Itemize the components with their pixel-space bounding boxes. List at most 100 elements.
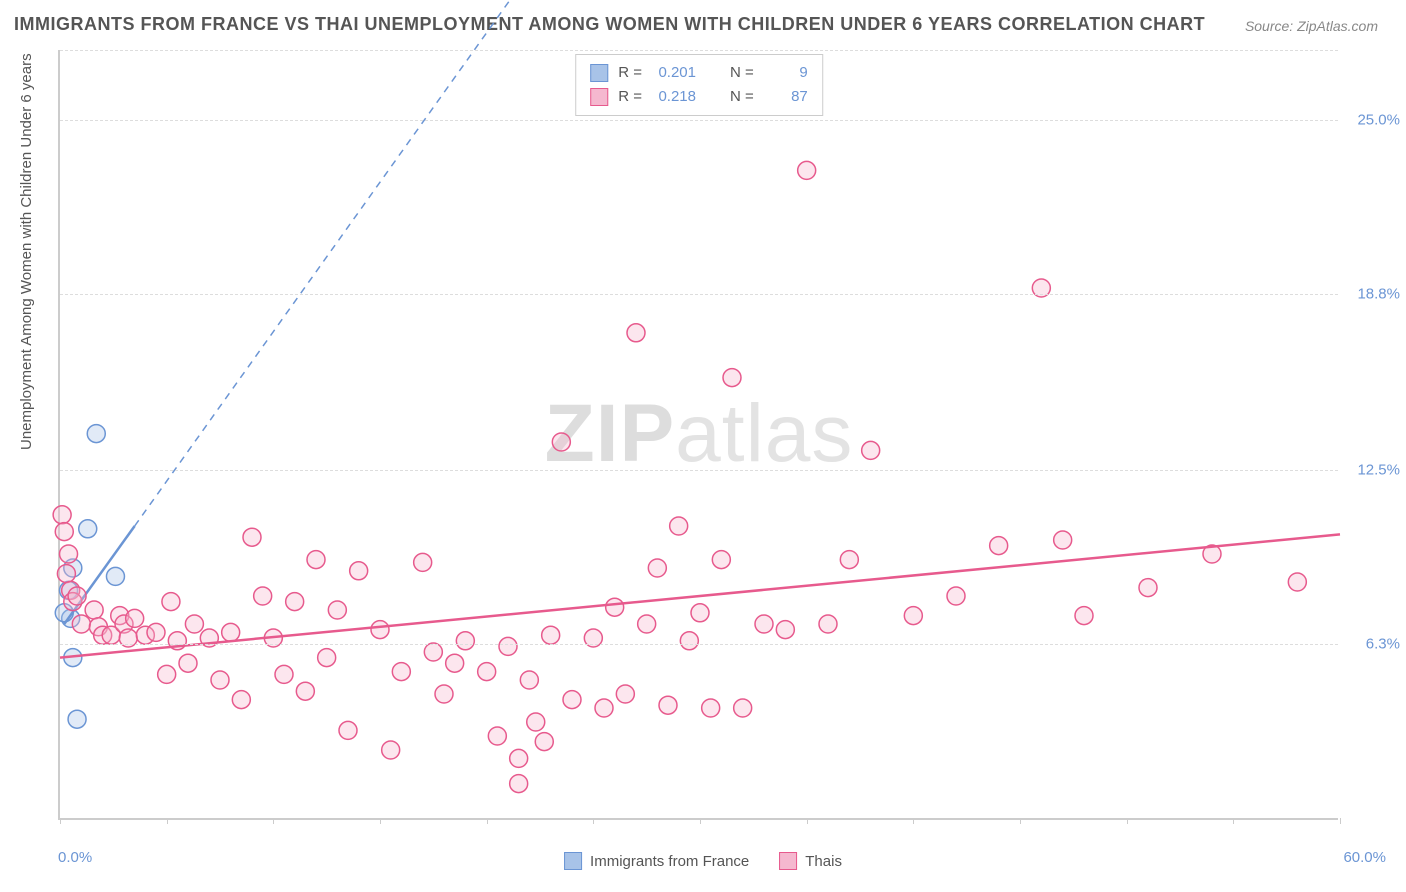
scatter-point xyxy=(424,643,442,661)
scatter-point xyxy=(616,685,634,703)
x-tick xyxy=(913,818,914,824)
scatter-point xyxy=(382,741,400,759)
scatter-point xyxy=(72,615,90,633)
y-tick-label: 12.5% xyxy=(1357,462,1400,479)
scatter-point xyxy=(734,699,752,717)
legend-swatch xyxy=(564,852,582,870)
x-tick xyxy=(1020,818,1021,824)
scatter-point xyxy=(68,710,86,728)
scatter-point xyxy=(158,665,176,683)
x-tick xyxy=(1127,818,1128,824)
gridline-h xyxy=(60,470,1338,471)
scatter-point xyxy=(1054,531,1072,549)
scatter-point xyxy=(862,441,880,459)
plot-svg xyxy=(60,50,1338,818)
scatter-point xyxy=(414,553,432,571)
scatter-point xyxy=(488,727,506,745)
scatter-point xyxy=(535,733,553,751)
scatter-point xyxy=(185,615,203,633)
scatter-point xyxy=(527,713,545,731)
scatter-point xyxy=(520,671,538,689)
scatter-point xyxy=(990,537,1008,555)
gridline-h xyxy=(60,50,1338,51)
scatter-point xyxy=(542,626,560,644)
scatter-point xyxy=(275,665,293,683)
scatter-point xyxy=(712,551,730,569)
scatter-point xyxy=(55,523,73,541)
scatter-point xyxy=(243,528,261,546)
legend-bottom: Immigrants from France Thais xyxy=(564,852,842,870)
scatter-point xyxy=(307,551,325,569)
scatter-point xyxy=(222,623,240,641)
x-tick xyxy=(807,818,808,824)
scatter-point xyxy=(60,545,78,563)
scatter-point xyxy=(446,654,464,672)
scatter-point xyxy=(211,671,229,689)
legend-label: Thais xyxy=(805,853,842,870)
scatter-point xyxy=(499,637,517,655)
scatter-point xyxy=(392,663,410,681)
scatter-point xyxy=(702,699,720,717)
scatter-point xyxy=(819,615,837,633)
scatter-point xyxy=(232,691,250,709)
scatter-point xyxy=(563,691,581,709)
scatter-point xyxy=(776,621,794,639)
scatter-point xyxy=(595,699,613,717)
scatter-point xyxy=(670,517,688,535)
scatter-point xyxy=(147,623,165,641)
scatter-point xyxy=(296,682,314,700)
y-axis-label: Unemployment Among Women with Children U… xyxy=(18,53,35,450)
y-tick-label: 18.8% xyxy=(1357,285,1400,302)
source-label: Source: ZipAtlas.com xyxy=(1245,18,1378,34)
x-tick xyxy=(380,818,381,824)
y-tick-label: 6.3% xyxy=(1366,635,1400,652)
legend-label: Immigrants from France xyxy=(590,853,749,870)
scatter-point xyxy=(840,551,858,569)
scatter-point xyxy=(87,425,105,443)
scatter-point xyxy=(510,775,528,793)
scatter-point xyxy=(435,685,453,703)
scatter-point xyxy=(1288,573,1306,591)
scatter-point xyxy=(350,562,368,580)
scatter-point xyxy=(723,369,741,387)
scatter-point xyxy=(79,520,97,538)
scatter-point xyxy=(478,663,496,681)
x-min-label: 0.0% xyxy=(58,849,92,866)
scatter-point xyxy=(179,654,197,672)
x-tick xyxy=(1233,818,1234,824)
x-tick xyxy=(1340,818,1341,824)
scatter-point xyxy=(659,696,677,714)
scatter-point xyxy=(904,607,922,625)
legend-item: Immigrants from France xyxy=(564,852,749,870)
scatter-point xyxy=(318,649,336,667)
scatter-point xyxy=(456,632,474,650)
scatter-point xyxy=(57,565,75,583)
scatter-point xyxy=(339,721,357,739)
legend-item: Thais xyxy=(779,852,842,870)
plot-area: ZIPatlas R =0.201N =9R =0.218N =87 6.3%1… xyxy=(58,50,1338,820)
scatter-point xyxy=(371,621,389,639)
scatter-point xyxy=(648,559,666,577)
legend-swatch xyxy=(779,852,797,870)
scatter-point xyxy=(552,433,570,451)
scatter-point xyxy=(947,587,965,605)
x-tick xyxy=(487,818,488,824)
x-tick xyxy=(700,818,701,824)
chart-title: IMMIGRANTS FROM FRANCE VS THAI UNEMPLOYM… xyxy=(14,14,1205,35)
y-tick-label: 25.0% xyxy=(1357,112,1400,129)
x-tick xyxy=(273,818,274,824)
scatter-point xyxy=(126,609,144,627)
scatter-point xyxy=(1075,607,1093,625)
scatter-point xyxy=(680,632,698,650)
x-tick xyxy=(60,818,61,824)
scatter-point xyxy=(798,161,816,179)
x-max-label: 60.0% xyxy=(1343,849,1386,866)
scatter-point xyxy=(162,593,180,611)
scatter-point xyxy=(53,506,71,524)
scatter-point xyxy=(68,587,86,605)
trend-line-dashed xyxy=(135,0,764,526)
scatter-point xyxy=(106,567,124,585)
scatter-point xyxy=(286,593,304,611)
scatter-point xyxy=(1139,579,1157,597)
scatter-point xyxy=(755,615,773,633)
